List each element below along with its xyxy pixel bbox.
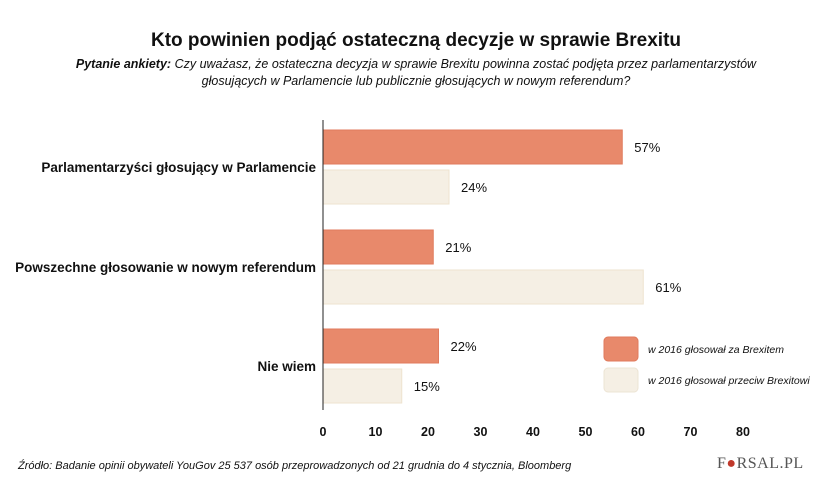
x-tick-label: 0 (320, 425, 327, 439)
legend-swatch (603, 336, 639, 362)
data-label: 57% (634, 140, 660, 155)
bar (322, 269, 644, 305)
data-label: 15% (414, 379, 440, 394)
bar (322, 368, 403, 404)
bar (322, 229, 434, 265)
source-note: Źródło: Badanie opinii obywateli YouGov … (18, 460, 572, 472)
data-label: 22% (451, 339, 477, 354)
x-tick-label: 20 (421, 425, 435, 439)
legend-swatch (603, 367, 639, 393)
legend-label: w 2016 głosował przeciw Brexitowi (648, 375, 810, 387)
x-tick-label: 60 (631, 425, 645, 439)
data-label: 21% (445, 240, 471, 255)
chart-title: Kto powinien podjąć ostateczną decyzje w… (150, 30, 681, 51)
bar (322, 129, 623, 165)
x-tick-label: 30 (474, 425, 488, 439)
subtitle-text: Czy uważasz, że ostateczna decyzja w spr… (174, 57, 757, 88)
x-tick-label: 50 (579, 425, 593, 439)
category-label: Nie wiem (257, 359, 316, 374)
x-tick-label: 70 (684, 425, 698, 439)
data-label: 61% (655, 280, 681, 295)
legend-label: w 2016 głosował za Brexitem (648, 344, 784, 356)
x-tick-label: 80 (736, 425, 750, 439)
bar (322, 328, 439, 364)
forsal-logo: F●RSAL.PL (717, 455, 804, 472)
bar (322, 169, 450, 205)
chart-subtitle: Pytanie ankiety: Czy uważasz, że ostatec… (60, 56, 772, 90)
x-tick-label: 40 (526, 425, 540, 439)
category-label: Powszechne głosowanie w nowym referendum (15, 260, 316, 275)
data-label: 24% (461, 180, 487, 195)
subtitle-label: Pytanie ankiety: (75, 57, 172, 71)
x-tick-label: 10 (369, 425, 383, 439)
category-label: Parlamentarzyści głosujący w Parlamencie (41, 160, 316, 175)
